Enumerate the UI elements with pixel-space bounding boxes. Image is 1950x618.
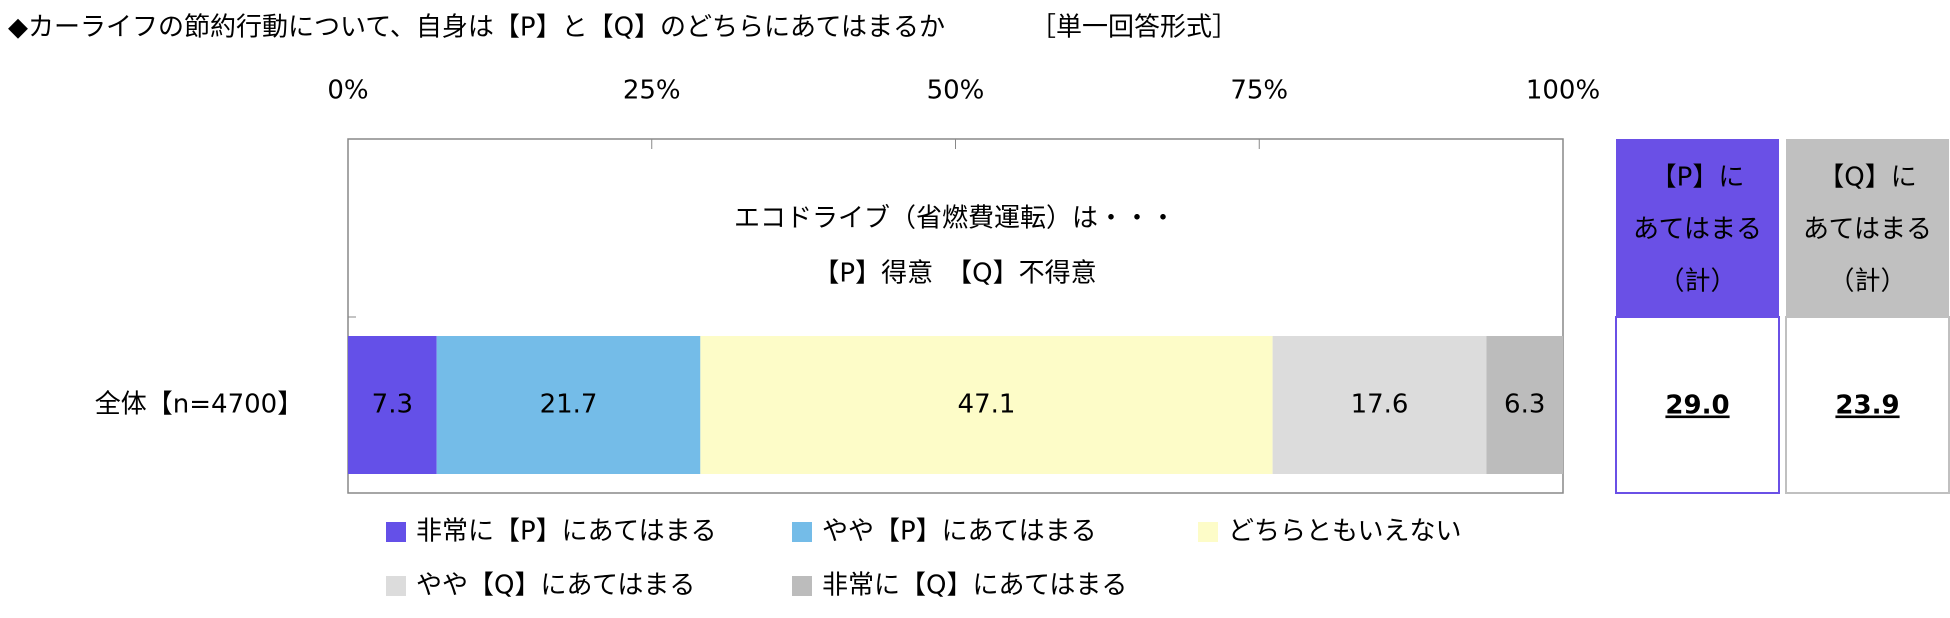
summary-header xyxy=(1786,139,1949,317)
legend-label: 非常に【P】にあてはまる xyxy=(416,517,717,547)
chart-title: ◆カーライフの節約行動について、自身は【P】と【Q】のどちらにあてはまるか xyxy=(8,13,945,43)
data-label: 7.3 xyxy=(372,390,413,420)
category-label: 全体【n=4700】 xyxy=(95,390,303,420)
legend-swatch xyxy=(792,522,812,542)
legend-label: 非常に【Q】にあてはまる xyxy=(822,571,1127,601)
legend-label: やや【Q】にあてはまる xyxy=(416,571,695,601)
bar-segment xyxy=(1486,336,1563,474)
x-tick-label: 75% xyxy=(1230,76,1288,106)
x-tick-label: 0% xyxy=(327,76,368,106)
legend-label: やや【P】にあてはまる xyxy=(822,517,1097,547)
summary-box xyxy=(1615,316,1780,494)
summary-header-text: あてはまる xyxy=(1633,215,1762,245)
legend-swatch xyxy=(386,576,406,596)
annotation: エコドライブ（省燃費運転）は・・・ xyxy=(734,204,1176,234)
legend-swatch xyxy=(1198,522,1218,542)
annotation: 【P】得意 【Q】不得意 xyxy=(813,259,1096,289)
chart-subtitle: ［単一回答形式］ xyxy=(1030,13,1238,43)
x-tick-label: 25% xyxy=(623,76,681,106)
legend-swatch xyxy=(386,522,406,542)
summary-box xyxy=(1785,316,1950,494)
bar-segment xyxy=(700,336,1273,474)
bar-segment xyxy=(436,336,701,474)
data-label: 47.1 xyxy=(958,390,1016,420)
bar-segment xyxy=(1272,336,1487,474)
summary-header xyxy=(1616,139,1779,317)
x-tick-label: 100% xyxy=(1526,76,1600,106)
data-label: 21.7 xyxy=(540,390,598,420)
x-tick-label: 50% xyxy=(927,76,985,106)
summary-header-text: 【Q】に xyxy=(1818,163,1916,193)
summary-header-text: 【P】に xyxy=(1651,163,1745,193)
legend-label: どちらともいえない xyxy=(1228,517,1461,547)
summary-header-text: （計） xyxy=(1828,267,1906,297)
bar-segment xyxy=(348,336,437,474)
summary-value: 23.9 xyxy=(1835,391,1899,421)
summary-value: 29.0 xyxy=(1665,391,1729,421)
summary-header-text: （計） xyxy=(1658,267,1736,297)
data-label: 17.6 xyxy=(1351,390,1409,420)
legend-swatch xyxy=(792,576,812,596)
summary-header-text: あてはまる xyxy=(1803,215,1932,245)
data-label: 6.3 xyxy=(1504,390,1545,420)
